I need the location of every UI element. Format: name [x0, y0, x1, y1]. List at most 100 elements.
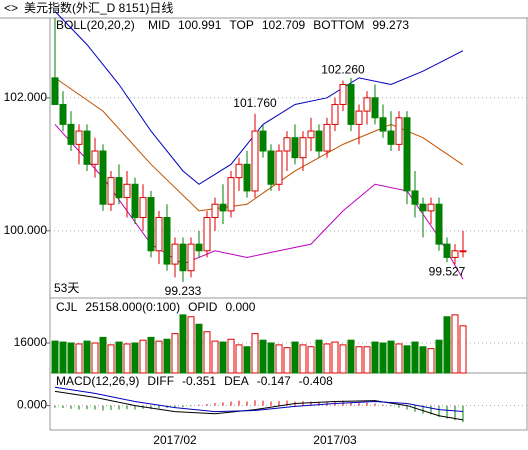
volume-bar	[187, 316, 195, 374]
candle-body	[307, 130, 315, 139]
volume-bar	[227, 338, 235, 374]
volume-bar	[219, 341, 227, 374]
header-text: -0.147	[257, 374, 291, 388]
candle-body	[171, 243, 179, 265]
volume-bar	[131, 342, 139, 374]
volume-bar	[115, 341, 123, 374]
candle-body	[99, 150, 107, 205]
candle-body	[411, 190, 419, 205]
candle-body	[451, 250, 459, 258]
candle-body	[419, 203, 427, 212]
volume-bar	[99, 336, 107, 374]
candle-body	[323, 123, 331, 152]
candle-body	[51, 77, 59, 105]
indicator-line	[54, 386, 464, 413]
volume-bar	[139, 339, 147, 374]
y-tick-label: 102.000	[4, 90, 48, 104]
legend-text: BOTTOM	[313, 18, 364, 32]
x-tick-label: 2017/03	[313, 433, 357, 447]
volume-bar	[411, 341, 419, 374]
volume-bar	[403, 345, 411, 374]
toolbar-icon[interactable]: <>	[4, 1, 18, 15]
volume-bar	[267, 342, 275, 374]
candle-body	[315, 130, 323, 152]
volume-bar	[75, 343, 83, 374]
indicator-label: BOLL(20,20,2)	[56, 18, 135, 32]
y-tick-label: 0.000	[17, 398, 47, 412]
candle-body	[179, 243, 187, 272]
legend-text: MID	[148, 18, 170, 32]
header-text: DIFF	[147, 374, 174, 388]
candle-body	[363, 97, 371, 112]
candle-body	[235, 163, 243, 179]
header-text: MACD(12,26,9)	[56, 374, 139, 388]
candle-body	[91, 150, 99, 165]
chart-title: 美元指数(外汇_D 8151)日线	[24, 0, 173, 15]
volume-bar	[339, 344, 347, 374]
candle-body	[267, 150, 275, 185]
volume-bar	[155, 340, 163, 374]
header-text: -0.351	[182, 374, 216, 388]
volume-bar	[387, 340, 395, 374]
header-text: OPID	[188, 300, 218, 314]
candle-body	[371, 97, 379, 119]
candle-body	[219, 203, 227, 212]
candle-body	[355, 110, 363, 125]
candle-body	[67, 123, 75, 145]
price-annotation: 102.260	[321, 63, 365, 77]
volume-bar	[211, 340, 219, 374]
volume-bar	[443, 316, 451, 374]
legend-text: 102.709	[262, 18, 306, 32]
price-annotation: 101.760	[233, 96, 277, 110]
y-tick-label: 16000	[14, 335, 48, 349]
x-tick-label: 2017/02	[153, 433, 197, 447]
candle-body	[243, 163, 251, 192]
candle-body	[435, 203, 443, 245]
volume-bar	[171, 333, 179, 374]
candle-body	[115, 177, 123, 199]
volume-bar	[395, 343, 403, 374]
legend-text: 99.273	[372, 18, 409, 32]
volume-bar	[419, 346, 427, 374]
header-text: CJL	[56, 300, 78, 314]
volume-bar	[435, 339, 443, 374]
volume-bar	[259, 339, 267, 374]
header-text: 25158.000(0:100)	[85, 300, 180, 314]
candle-body	[75, 130, 83, 145]
volume-bar	[371, 341, 379, 374]
candle-body	[403, 117, 411, 192]
volume-bar	[107, 344, 115, 374]
candle-body	[187, 243, 195, 272]
candle-body	[163, 217, 171, 265]
y-tick-label: 100.000	[4, 223, 48, 237]
header-text: -0.408	[299, 374, 333, 388]
volume-bar	[299, 344, 307, 374]
candle-body	[123, 183, 131, 199]
candle-body	[339, 84, 347, 105]
volume-bar	[315, 339, 323, 374]
candle-body	[379, 117, 387, 132]
candle-body	[427, 203, 435, 212]
volume-bar	[459, 325, 467, 374]
volume-bar	[203, 331, 211, 374]
volume-bar	[379, 342, 387, 374]
volume-bar	[275, 344, 283, 374]
candle-body	[283, 137, 291, 152]
volume-bar	[83, 340, 91, 374]
volume-bar	[59, 341, 67, 374]
volume-bar	[283, 347, 291, 374]
candle-body	[299, 137, 307, 159]
volume-bar	[291, 341, 299, 374]
candle-body	[251, 130, 259, 192]
candle-body	[459, 250, 467, 253]
note: 53天	[54, 281, 79, 295]
candle-body	[195, 243, 203, 252]
candle-body	[211, 203, 219, 219]
volume-bar	[331, 341, 339, 374]
volume-bar	[163, 338, 171, 374]
candle-body	[347, 84, 355, 125]
candle-body	[331, 103, 339, 125]
indicator-line	[54, 11, 464, 185]
indicator-line	[54, 390, 464, 421]
